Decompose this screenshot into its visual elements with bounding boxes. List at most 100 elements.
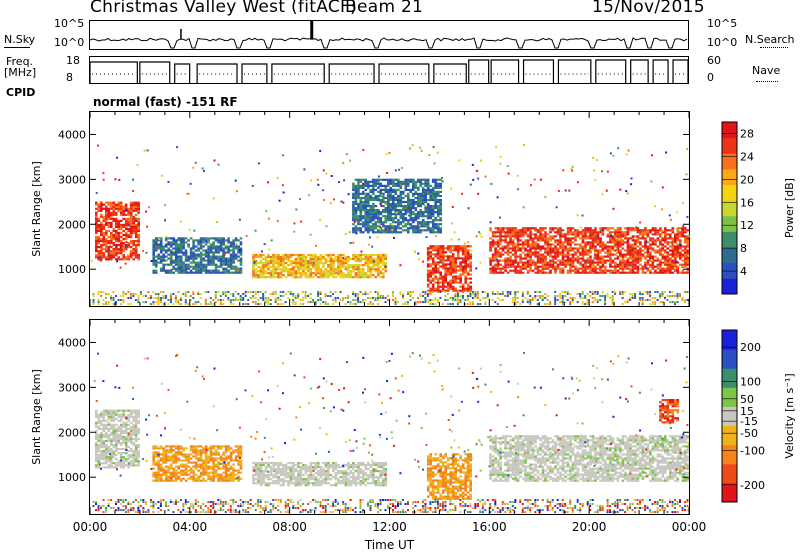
heatmap-cell	[152, 245, 155, 248]
heatmap-cell	[357, 192, 360, 195]
heatmap-cell	[115, 240, 118, 243]
heatmap-cell	[676, 229, 680, 232]
heatmap-cell	[551, 262, 554, 264]
heatmap-cell	[409, 178, 413, 181]
heatmap-cell	[374, 225, 378, 228]
heatmap-cell	[644, 291, 647, 293]
heatmap-cell	[105, 293, 107, 295]
heatmap-cell	[409, 207, 413, 210]
heatmap-cell	[217, 299, 220, 301]
heatmap-cell	[606, 241, 610, 244]
heatmap-cell	[551, 243, 555, 246]
heatmap-cell	[107, 201, 111, 204]
heatmap-cell	[124, 225, 128, 228]
heatmap-cell	[634, 229, 637, 232]
heatmap-cell	[424, 198, 427, 202]
heatmap-cell	[629, 261, 632, 264]
heatmap-cell	[459, 285, 462, 288]
heatmap-cell	[264, 260, 268, 263]
heatmap-cell	[568, 189, 571, 192]
heatmap-cell	[309, 272, 313, 275]
heatmap-cell	[262, 272, 265, 275]
heatmap-cell	[521, 247, 525, 250]
heatmap-cell	[571, 249, 575, 252]
heatmap-cell	[352, 257, 355, 261]
heatmap-cell	[429, 279, 432, 282]
heatmap-cell	[352, 217, 355, 220]
heatmap-cell	[112, 217, 116, 220]
heatmap-cell	[359, 202, 363, 206]
heatmap-cell	[521, 241, 525, 244]
heatmap-cell	[594, 255, 597, 258]
heatmap-cell	[354, 194, 358, 198]
heatmap-cell	[529, 249, 532, 252]
nsky-trace	[90, 21, 688, 49]
heatmap-cell	[342, 257, 345, 261]
heatmap-cell	[354, 272, 358, 275]
heatmap-cell	[242, 297, 245, 299]
heatmap-cell	[389, 192, 393, 195]
heatmap-cell	[659, 265, 662, 268]
heatmap-cell	[192, 267, 195, 270]
heatmap-cell	[317, 264, 320, 267]
heatmap-cell	[354, 253, 358, 257]
heatmap-cell	[534, 247, 537, 250]
heatmap-cell	[426, 225, 430, 228]
heatmap-cell	[625, 153, 628, 156]
heatmap-cell	[671, 259, 675, 262]
heatmap-cell	[436, 198, 440, 202]
heatmap-cell	[387, 190, 390, 193]
heatmap-cell	[357, 217, 360, 220]
heatmap-cell	[431, 277, 435, 280]
heatmap-cell	[436, 289, 440, 292]
heatmap-cell	[102, 231, 106, 235]
heatmap-cell	[534, 255, 537, 258]
heatmap-cell	[519, 233, 522, 236]
heatmap-cell	[596, 253, 600, 256]
heatmap-cell	[392, 198, 395, 202]
heatmap-cell	[596, 293, 599, 295]
heatmap-cell	[244, 291, 247, 293]
heatmap-cell	[412, 207, 415, 210]
heatmap-cell	[317, 299, 320, 301]
heatmap-cell	[159, 299, 162, 301]
heatmap-cell	[374, 205, 378, 208]
heatmap-cell	[122, 209, 125, 212]
heatmap-cell	[112, 213, 116, 216]
heatmap-cell	[164, 239, 168, 242]
heatmap-cell	[392, 182, 395, 185]
heatmap-cell	[362, 270, 365, 273]
heatmap-cell	[429, 263, 432, 266]
heatmap-cell	[362, 205, 365, 208]
heatmap-cell	[429, 198, 432, 202]
heatmap-cell	[514, 251, 517, 254]
heatmap-cell	[392, 200, 395, 204]
heatmap-cell	[212, 271, 215, 274]
heatmap-cell	[392, 293, 394, 295]
heatmap-cell	[199, 247, 203, 250]
heatmap-cell	[621, 265, 625, 268]
heatmap-cell	[659, 239, 662, 242]
heatmap-cell	[441, 265, 445, 268]
heatmap-cell	[239, 253, 243, 256]
heatmap-cell	[112, 252, 116, 255]
heatmap-cell	[170, 269, 173, 271]
heatmap-cell	[626, 237, 630, 240]
heatmap-cell	[319, 253, 323, 257]
heatmap-cell	[184, 293, 187, 295]
heatmap-cell	[209, 249, 213, 252]
heatmap-cell	[97, 252, 101, 255]
heatmap-cell	[299, 257, 303, 261]
heatmap-cell	[501, 291, 504, 293]
heatmap-cell	[159, 269, 163, 272]
heatmap-cell	[511, 227, 515, 230]
heatmap-cell	[107, 207, 111, 210]
heatmap-cell	[556, 243, 560, 246]
heatmap-cell	[466, 265, 470, 268]
heatmap-cell	[322, 255, 325, 259]
heatmap-cell	[342, 201, 345, 204]
heatmap-cell	[541, 255, 545, 258]
heatmap-cell	[576, 271, 580, 274]
heatmap-cell	[599, 269, 602, 272]
heatmap-cell	[184, 251, 188, 254]
